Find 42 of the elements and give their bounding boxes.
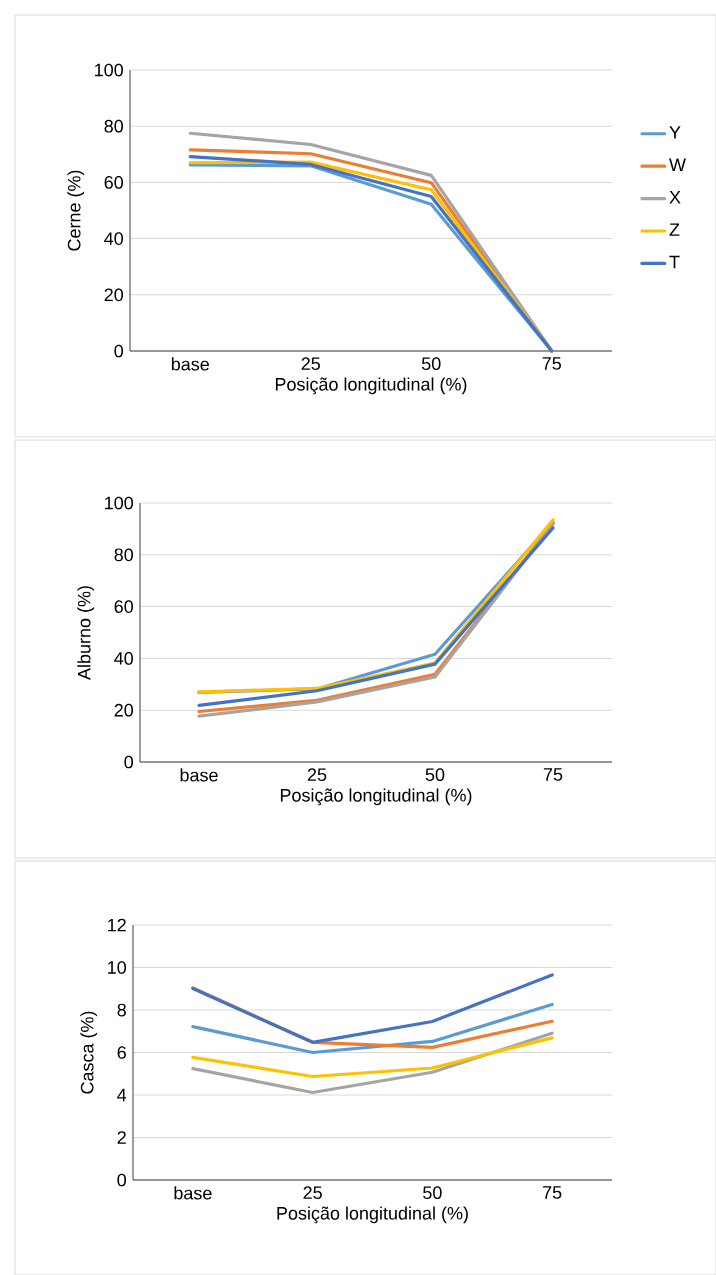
x-tick-label: 25 [307,768,327,782]
y-tick-label: 10 [108,961,127,974]
x-tick-label: 25 [303,1186,322,1200]
y-axis-title: Casca (%) [80,1011,98,1094]
y-axis-title: Cerne (%) [67,170,85,251]
y-tick-label: 80 [114,548,134,562]
x-tick-label: 50 [421,357,441,371]
x-tick-label: 75 [543,1186,562,1199]
x-tick-label: base [174,1186,212,1200]
y-tick-label: 100 [105,496,134,510]
y-tick-label: 0 [114,344,124,358]
y-tick-label: 100 [95,63,124,77]
legend-label: Y [669,126,681,139]
y-tick-label: 80 [104,119,124,133]
x-tick-label: 75 [542,357,562,370]
legend-label: T [669,255,680,269]
y-tick-label: 12 [108,918,126,932]
y-tick-label: 0 [124,755,134,769]
y-tick-label: 0 [117,1173,127,1187]
x-axis-title: Posição longitudinal (%) [275,377,467,395]
legend-label: W [669,158,686,171]
y-tick-label: 20 [104,288,124,302]
x-axis-title: Posição longitudinal (%) [277,1206,468,1224]
x-tick-label: 50 [425,768,445,782]
x-tick-label: base [180,768,218,782]
y-tick-label: 60 [104,176,124,189]
y-tick-label: 6 [117,1046,126,1059]
y-tick-label: 2 [117,1131,126,1144]
y-axis-title: Alburno (%) [77,586,95,680]
y-tick-label: 40 [114,652,134,665]
x-tick-label: 75 [543,768,563,781]
legend-label: X [669,191,681,204]
y-tick-label: 8 [117,1003,126,1017]
y-tick-label: 40 [104,232,124,245]
legend-label: Z [669,223,680,236]
x-tick-label: 50 [423,1186,442,1200]
y-tick-label: 4 [117,1088,127,1102]
y-tick-label: 60 [114,600,134,613]
y-tick-label: 20 [114,703,134,717]
x-tick-label: 25 [301,357,321,371]
x-tick-label: base [171,357,209,371]
x-axis-title: Posição longitudinal (%) [280,788,472,806]
